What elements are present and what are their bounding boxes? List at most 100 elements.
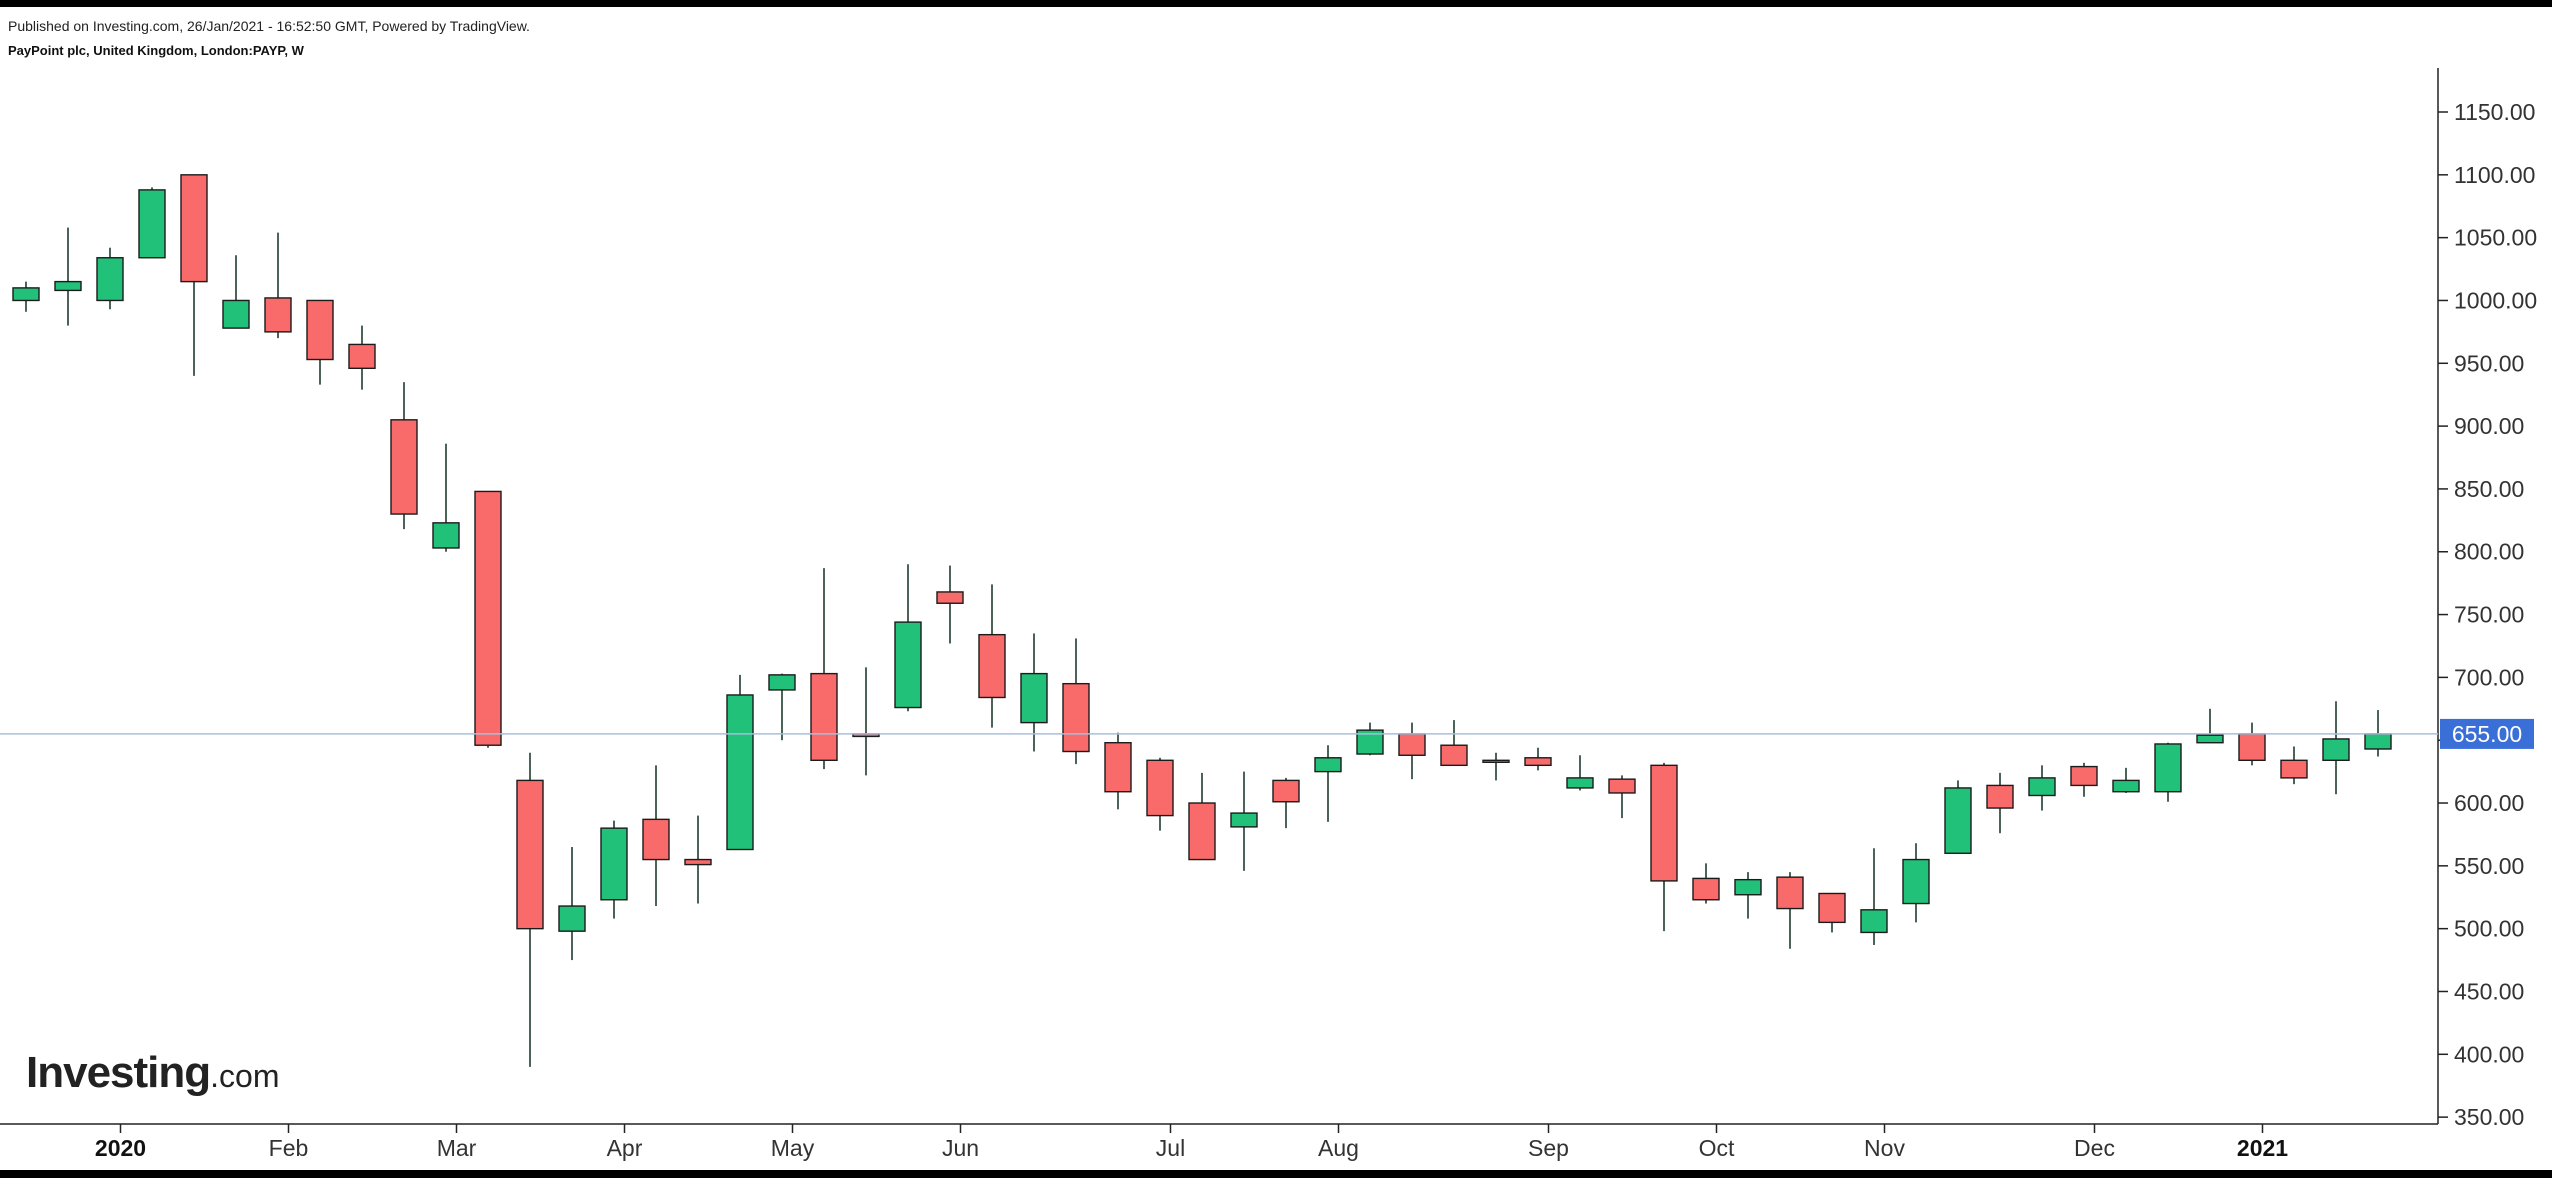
candle-body: [2238, 733, 2266, 762]
candle: [936, 565, 964, 644]
time-tick-label: 2021: [2237, 1135, 2288, 1161]
candle-body: [1020, 672, 1048, 724]
candle-body: [2112, 779, 2140, 793]
candle: [1062, 638, 1090, 765]
candle-body: [2364, 733, 2392, 750]
candle: [558, 846, 586, 961]
candle-body: [1356, 729, 1384, 755]
candle: [1902, 843, 1930, 923]
candle: [600, 820, 628, 919]
candle: [726, 674, 754, 851]
candle-body: [1272, 779, 1300, 803]
price-tick-label: 400.00: [2454, 1041, 2524, 1067]
candle: [1440, 720, 1468, 767]
candle-body: [1944, 787, 1972, 854]
candle-body: [810, 672, 838, 762]
price-tick-label: 1100.00: [2454, 162, 2535, 188]
candle: [516, 752, 544, 1067]
last-price-label: 655.00: [2452, 721, 2522, 747]
candle-body: [348, 343, 376, 370]
candle-body: [1482, 759, 1510, 764]
candle-body: [2028, 777, 2056, 797]
candle-body: [2070, 765, 2098, 787]
candle: [1860, 848, 1888, 945]
candle: [390, 382, 418, 530]
candle-body: [1398, 733, 1426, 756]
candle: [306, 299, 334, 385]
candle-body: [1860, 909, 1888, 934]
candle: [348, 325, 376, 390]
candle: [1734, 872, 1762, 919]
candle-body: [2322, 738, 2350, 762]
last-price-badge: [2440, 718, 2534, 749]
candle-body: [1314, 757, 1342, 773]
candle-body: [1986, 784, 2014, 809]
price-tick-label: 500.00: [2454, 916, 2524, 942]
time-tick-label: Jun: [942, 1135, 979, 1161]
candle-body: [642, 818, 670, 861]
last-price-marker: 655.00: [0, 718, 2534, 749]
candle-body: [1524, 757, 1552, 767]
candle: [642, 765, 670, 907]
candle: [1650, 762, 1678, 932]
candle-body: [2154, 743, 2182, 793]
candle-body: [1776, 876, 1804, 910]
candle: [2238, 722, 2266, 766]
candle-body: [1902, 858, 1930, 905]
time-tick-label: Oct: [1699, 1135, 1735, 1161]
candle: [1314, 745, 1342, 822]
top-border: [0, 0, 2552, 7]
candle-body: [1230, 812, 1258, 828]
candle: [1566, 755, 1594, 791]
candle-body: [222, 299, 250, 329]
time-axis: 2020 Feb Mar Apr May Jun Jul Aug Sep Oct Nov Dec 202…: [95, 1124, 2288, 1161]
time-tick-label: Jul: [1156, 1135, 1185, 1161]
candle: [1986, 772, 2014, 834]
candle: [1146, 757, 1174, 831]
candle: [894, 564, 922, 712]
candle-body: [894, 621, 922, 709]
time-tick-label: Aug: [1318, 1135, 1359, 1161]
candle-body: [2196, 734, 2224, 744]
candle: [2322, 701, 2350, 795]
candle: [1356, 722, 1384, 756]
candle-body: [306, 299, 334, 361]
candle: [1230, 771, 1258, 871]
candle: [1776, 872, 1804, 949]
price-axis: 1150.00 1100.00 1050.00 1000.00 950.00 900.00…: [2438, 99, 2537, 1130]
bottom-border: [0, 1170, 2552, 1178]
symbol-title: PayPoint plc, United Kingdom, London:PAY…: [8, 43, 304, 58]
candle: [1524, 747, 1552, 771]
candle: [2028, 765, 2056, 811]
candle-body: [474, 490, 502, 746]
candle-body: [1650, 764, 1678, 882]
candle-body: [138, 189, 166, 259]
candle: [1944, 780, 1972, 854]
candle: [2196, 708, 2224, 744]
candle: [852, 667, 880, 776]
price-tick-label: 1150.00: [2454, 99, 2535, 125]
candle: [474, 490, 502, 748]
price-tick-label: 900.00: [2454, 413, 2524, 439]
price-tick-label: 950.00: [2454, 350, 2524, 376]
candle: [1020, 633, 1048, 752]
candle: [2112, 767, 2140, 793]
price-tick-label: 550.00: [2454, 853, 2524, 879]
time-tick-label: Mar: [437, 1135, 477, 1161]
candle-body: [2280, 759, 2308, 779]
published-note: Published on Investing.com, 26/Jan/2021 …: [8, 18, 530, 34]
candle-body: [264, 297, 292, 333]
candle: [2280, 746, 2308, 785]
candle: [432, 443, 460, 552]
time-tick-label: May: [771, 1135, 815, 1161]
candle: [1272, 777, 1300, 829]
price-tick-label: 350.00: [2454, 1104, 2524, 1130]
candle-body: [1440, 744, 1468, 767]
candle: [768, 673, 796, 741]
candle: [12, 281, 40, 312]
candle: [2154, 742, 2182, 802]
candle-body: [684, 858, 712, 866]
candle: [2070, 762, 2098, 797]
candle-body: [768, 674, 796, 691]
candle-body: [558, 905, 586, 932]
